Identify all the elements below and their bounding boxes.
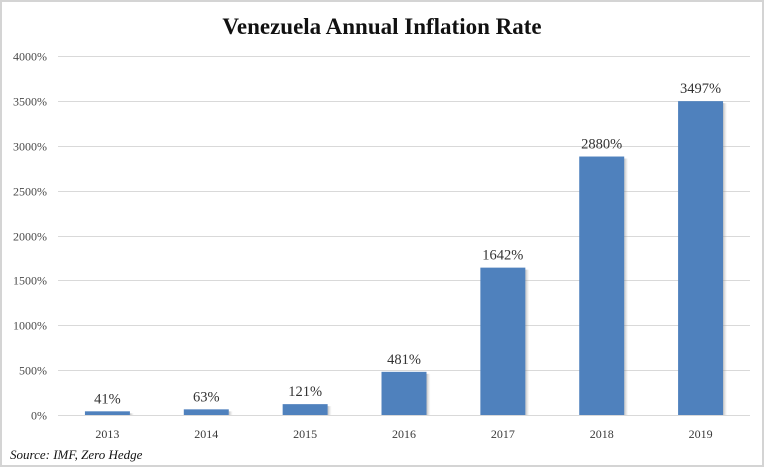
bar-shadow-2019: [723, 103, 728, 415]
bar-2014: [183, 409, 229, 415]
x-tick-label-2017: 2017: [491, 427, 515, 441]
y-tick-label-2000: 2000%: [13, 230, 47, 244]
y-tick-label-500: 500%: [19, 364, 47, 378]
x-tick-label-2016: 2016: [392, 427, 416, 441]
x-axis-tick-labels: 2013 2014 2015 2016 2017 2018 2019: [95, 427, 712, 441]
x-tick-label-2013: 2013: [95, 427, 119, 441]
bars: [84, 101, 728, 415]
bar-shadow-2014: [228, 411, 233, 415]
x-tick-label-2015: 2015: [293, 427, 317, 441]
data-label-2019: 3497%: [680, 81, 721, 97]
source-annotation: Source: IMF, Zero Hedge: [10, 447, 143, 462]
bar-2019: [678, 101, 724, 415]
y-tick-label-4000: 4000%: [13, 50, 47, 64]
gridlines: [58, 56, 750, 416]
bar-2017: [480, 267, 526, 415]
y-tick-label-1500: 1500%: [13, 274, 47, 288]
bar-shadow-2018: [624, 158, 629, 415]
bar-shadow-2015: [327, 406, 332, 415]
y-tick-label-1000: 1000%: [13, 319, 47, 333]
data-label-2014: 63%: [193, 389, 220, 405]
bar-2013: [84, 411, 130, 415]
data-label-2018: 2880%: [581, 137, 622, 153]
bar-shadow-2017: [525, 269, 530, 415]
data-label-2015: 121%: [288, 384, 322, 400]
y-axis-tick-labels: 0% 500% 1000% 1500% 2000% 2500% 3000% 3500% 4000…: [13, 50, 47, 423]
y-tick-label-0: 0%: [31, 409, 47, 423]
bar-2018: [579, 156, 625, 415]
bar-2015: [282, 404, 328, 415]
data-label-2017: 1642%: [482, 248, 523, 264]
bar-shadow-2016: [426, 373, 431, 415]
chart-title: Venezuela Annual Inflation Rate: [222, 14, 541, 39]
x-tick-label-2014: 2014: [194, 427, 218, 441]
y-tick-label-3000: 3000%: [13, 140, 47, 154]
data-labels: 41% 63% 121% 481% 1642% 2880% 3497%: [94, 81, 721, 407]
y-tick-label-2500: 2500%: [13, 185, 47, 199]
bar-2016: [381, 371, 427, 415]
data-label-2016: 481%: [387, 352, 421, 368]
y-tick-label-3500: 3500%: [13, 95, 47, 109]
x-tick-label-2019: 2019: [689, 427, 713, 441]
data-label-2013: 41%: [94, 391, 121, 407]
x-tick-label-2018: 2018: [590, 427, 614, 441]
bar-shadow-2013: [129, 413, 134, 415]
